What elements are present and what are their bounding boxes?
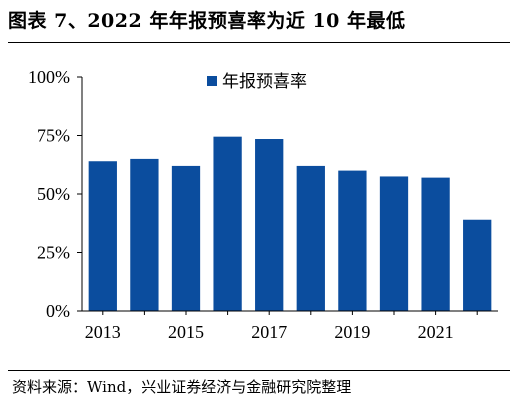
- title-divider: [8, 42, 510, 43]
- bar-2017: [255, 139, 284, 311]
- bar-2015: [171, 165, 201, 311]
- y-tick-label: 25%: [37, 243, 70, 263]
- bar-2021: [421, 177, 450, 311]
- x-tick-label: 2017: [251, 322, 287, 342]
- y-tick-label: 0%: [46, 301, 70, 321]
- bar-2022: [463, 219, 492, 311]
- y-tick-label: 50%: [37, 184, 70, 204]
- figure-title: 图表 7、2022 年年报预喜率为近 10 年最低: [8, 10, 406, 32]
- x-tick-label: 2021: [418, 322, 454, 342]
- legend-swatch: [207, 76, 217, 86]
- x-tick-label: 2015: [168, 322, 204, 342]
- bar-2019: [338, 170, 367, 311]
- source-note: 资料来源：Wind，兴业证券经济与金融研究院整理: [12, 378, 352, 396]
- bar-2016: [213, 136, 242, 311]
- y-tick-label: 75%: [37, 126, 70, 146]
- y-axis: 0% 25% 50% 75% 100%: [28, 67, 83, 321]
- bar-2020: [379, 176, 409, 311]
- bar-2014: [130, 158, 159, 311]
- legend: 年报预喜率: [207, 72, 307, 92]
- x-tick-label: 2013: [85, 322, 121, 342]
- bar-2013: [88, 161, 117, 311]
- x-tick-label: 2019: [334, 322, 370, 342]
- source-divider: [8, 370, 510, 371]
- x-axis: 2013 2015 2017 2019 2021: [82, 310, 498, 342]
- y-tick-label: 100%: [28, 67, 70, 87]
- legend-label: 年报预喜率: [222, 72, 307, 92]
- bar-chart: 0% 25% 50% 75% 100% 2013 2015 2017 2019 2021 年报预…: [28, 67, 498, 342]
- bar-series: [88, 136, 492, 311]
- bar-2018: [296, 165, 325, 311]
